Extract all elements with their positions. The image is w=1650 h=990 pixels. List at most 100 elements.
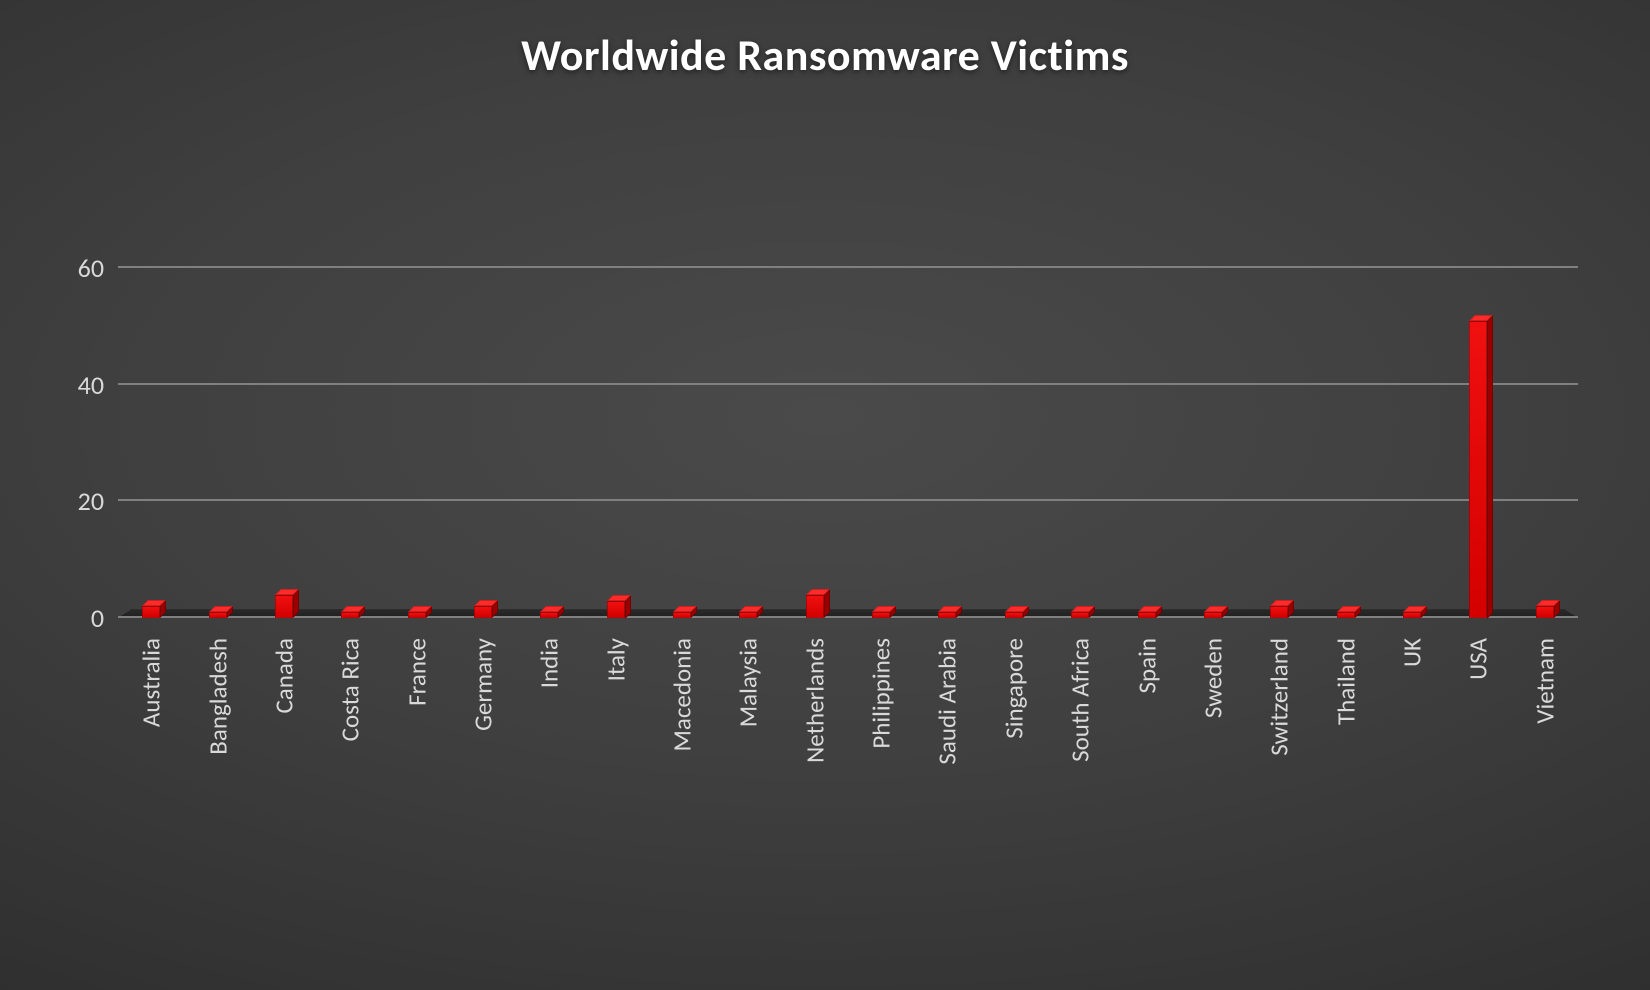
bar (607, 601, 625, 619)
x-labels-container: AustraliaBangladeshCanadaCosta RicaFranc… (118, 638, 1578, 639)
x-label-slot: South Africa (1047, 638, 1113, 639)
plot-area: 0204060 AustraliaBangladeshCanadaCosta R… (118, 268, 1578, 618)
x-label-slot: Sweden (1180, 638, 1246, 639)
x-label-slot: Bangladesh (184, 638, 250, 639)
bar-slot (1047, 268, 1113, 618)
bar-slot (383, 268, 449, 618)
bar-slot (251, 268, 317, 618)
bar (341, 612, 359, 618)
x-axis-label: Macedonia (667, 638, 698, 752)
bar (806, 595, 824, 618)
x-label-slot: Switzerland (1246, 638, 1312, 639)
bars-container (118, 268, 1578, 618)
bar-front (1469, 321, 1487, 619)
bar (1005, 612, 1023, 618)
chart-title: Worldwide Ransomware Victims (521, 28, 1129, 82)
x-label-slot: India (516, 638, 582, 639)
x-axis-label: France (401, 638, 432, 706)
x-axis-label: Thailand (1330, 638, 1361, 725)
x-axis-label: Spain (1131, 638, 1162, 693)
x-label-slot: Italy (583, 638, 649, 639)
x-axis-label: Canada (268, 638, 299, 714)
x-axis-label: Netherlands (799, 638, 830, 763)
x-label-slot: Netherlands (782, 638, 848, 639)
bar-slot (1445, 268, 1511, 618)
x-label-slot: Macedonia (649, 638, 715, 639)
x-label-slot: UK (1379, 638, 1445, 639)
bar (1536, 606, 1554, 618)
y-tick-label: 40 (78, 369, 118, 401)
x-axis-label: Bangladesh (202, 638, 233, 755)
bar-front (1071, 612, 1089, 618)
bar-front (1536, 606, 1554, 618)
bar-front (607, 601, 625, 619)
y-tick-label: 20 (78, 485, 118, 517)
bar-side (1487, 315, 1493, 619)
x-axis-label: India (534, 638, 565, 688)
bar (1270, 606, 1288, 618)
bar (1071, 612, 1089, 618)
bar-slot (1180, 268, 1246, 618)
bar-slot (914, 268, 980, 618)
bar-slot (184, 268, 250, 618)
x-axis-label: Vietnam (1529, 638, 1560, 724)
x-axis-label: USA (1463, 638, 1494, 680)
x-axis-label: Costa Rica (335, 638, 366, 741)
x-axis-label: Germany (467, 638, 498, 731)
x-label-slot: Malaysia (715, 638, 781, 639)
x-label-slot: France (383, 638, 449, 639)
x-axis-label: Sweden (1197, 638, 1228, 718)
bar (938, 612, 956, 618)
x-axis-label: Australia (136, 638, 167, 727)
bar (474, 606, 492, 618)
x-label-slot: Saudi Arabia (914, 638, 980, 639)
bar-slot (1113, 268, 1179, 618)
bar-front (1005, 612, 1023, 618)
bar (1403, 612, 1421, 618)
bar-front (872, 612, 890, 618)
y-tick-label: 0 (91, 602, 118, 634)
bar-front (673, 612, 691, 618)
x-label-slot: Philippines (848, 638, 914, 639)
bar-slot (649, 268, 715, 618)
bar-front (540, 612, 558, 618)
bar-front (1337, 612, 1355, 618)
x-axis-label: Saudi Arabia (932, 638, 963, 765)
bar (142, 606, 160, 618)
x-axis-label: Malaysia (733, 638, 764, 727)
bar-front (474, 606, 492, 618)
bar-front (275, 595, 293, 618)
x-axis-label: Singapore (998, 638, 1029, 739)
x-axis-label: UK (1397, 638, 1428, 667)
bar-slot (715, 268, 781, 618)
bar-slot (1379, 268, 1445, 618)
bar-slot (1312, 268, 1378, 618)
bar (540, 612, 558, 618)
bar-slot (118, 268, 184, 618)
bar (673, 612, 691, 618)
bar-front (408, 612, 426, 618)
bar-slot (583, 268, 649, 618)
bar-slot (1246, 268, 1312, 618)
bar-front (1403, 612, 1421, 618)
x-label-slot: USA (1445, 638, 1511, 639)
bar-front (341, 612, 359, 618)
x-label-slot: Germany (450, 638, 516, 639)
bar-slot (848, 268, 914, 618)
bar-front (806, 595, 824, 618)
bar-front (739, 612, 757, 618)
bar-front (1270, 606, 1288, 618)
bar (872, 612, 890, 618)
x-label-slot: Singapore (981, 638, 1047, 639)
bar-front (1204, 612, 1222, 618)
bar (1337, 612, 1355, 618)
x-label-slot: Canada (251, 638, 317, 639)
bar-front (938, 612, 956, 618)
x-axis-label: Italy (600, 638, 631, 681)
bar-slot (981, 268, 1047, 618)
x-axis-label: Philippines (866, 638, 897, 749)
x-label-slot: Australia (118, 638, 184, 639)
x-axis-label: Switzerland (1264, 638, 1295, 756)
x-label-slot: Spain (1113, 638, 1179, 639)
bar (275, 595, 293, 618)
